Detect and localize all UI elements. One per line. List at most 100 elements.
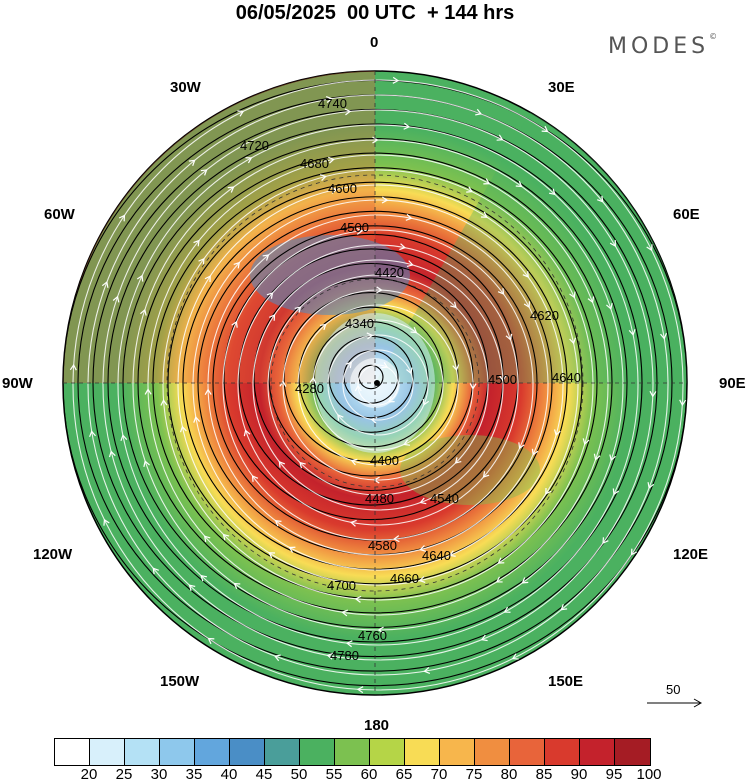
lon-label-180: 180 <box>364 717 390 734</box>
legend-tick-label: 85 <box>535 766 553 783</box>
streamline-arrowhead <box>587 296 595 304</box>
streamline-arrowhead <box>511 653 519 660</box>
streamline-arrowhead <box>233 261 241 269</box>
streamline-arrowhead <box>497 557 505 564</box>
streamline-arrowhead <box>345 361 353 369</box>
streamline-arrowhead <box>243 429 251 437</box>
streamline-arrowhead <box>483 178 491 185</box>
wind-streamline <box>117 124 639 646</box>
streamline-arrowhead <box>278 460 286 468</box>
streamline-arrowhead <box>475 108 483 116</box>
streamline-arrowhead <box>309 376 317 384</box>
streamline-arrowhead <box>268 552 276 559</box>
streamline-arrowhead <box>406 260 414 267</box>
contour-label: 4720 <box>240 138 269 153</box>
streamline-arrowhead <box>469 383 477 390</box>
streamline-arrowhead <box>521 577 529 584</box>
streamline-arrowhead <box>204 388 212 395</box>
legend-swatch <box>195 739 230 765</box>
streamline-arrowhead <box>193 239 200 247</box>
streamline-arrowhead <box>448 550 456 557</box>
streamline-arrowhead <box>193 416 201 423</box>
streamline-arrowhead <box>660 332 667 340</box>
streamline-arrowhead <box>376 286 383 294</box>
legend-tick-label: 75 <box>465 766 483 783</box>
streamline-arrowhead <box>245 157 253 164</box>
streamline-arrowhead <box>466 186 474 193</box>
streamline-arrowhead <box>140 308 147 316</box>
legend-swatch <box>125 739 160 765</box>
legend-swatch <box>300 739 335 765</box>
streamline-arrowhead <box>120 434 128 441</box>
contour-label: 4280 <box>295 381 324 396</box>
legend-tick-label: 35 <box>185 766 203 783</box>
legend-swatch <box>370 739 405 765</box>
streamline-arrowhead <box>377 626 384 634</box>
streamline-arrowhead <box>480 634 488 642</box>
reference-vector-label: 50 <box>666 682 681 697</box>
legend-swatch <box>545 739 580 765</box>
streamline-arrowhead <box>523 301 531 309</box>
streamline-arrowhead <box>337 413 344 421</box>
streamline-arrowhead <box>188 584 196 592</box>
streamline-arrowhead <box>403 439 411 446</box>
wind-streamline <box>297 304 459 466</box>
contour-labels: 4740 4720 4680 4600 4500 4420 4340 4280 4400 4480… <box>240 96 581 663</box>
streamline-arrowhead <box>152 567 159 575</box>
streamline-arrowhead <box>288 546 296 553</box>
map-title: 06/05/2025 00 UTC + 144 hrs <box>235 2 515 24</box>
streamline-arrowhead <box>200 574 208 582</box>
streamline-arrowhead <box>69 363 77 371</box>
streamline-arrowhead <box>341 609 349 617</box>
streamline-arrowhead <box>609 240 616 247</box>
streamline-arrowhead <box>612 488 620 496</box>
streamline-arrowhead <box>560 604 568 611</box>
legend-tick-label: 40 <box>220 766 238 783</box>
streamline-arrowhead <box>266 292 274 299</box>
streamline-arrowhead <box>262 254 270 261</box>
wind-streamline <box>342 349 414 421</box>
contour-label: 4740 <box>318 96 347 111</box>
streamline-arrowhead <box>569 291 576 299</box>
wind-streamline <box>162 169 594 601</box>
streamline-arrowhead <box>144 388 152 395</box>
legend-swatch <box>230 739 265 765</box>
streamline-arrowhead <box>630 548 638 556</box>
streamline-arrowhead <box>387 396 395 403</box>
streamline-arrowhead <box>628 329 636 336</box>
lon-label-90w: 90W <box>2 375 33 392</box>
wind-streamlines <box>69 76 687 694</box>
streamline-arrowhead <box>233 582 241 590</box>
streamline-arrowhead <box>410 326 418 334</box>
streamline-arrowhead <box>399 243 407 251</box>
streamline-arrowhead <box>647 482 655 490</box>
streamline-arrowhead <box>354 384 362 392</box>
streamline-arrowhead <box>118 214 126 222</box>
streamline-arrowhead <box>381 196 389 204</box>
color-legend <box>54 738 651 766</box>
contour-label: 4640 <box>422 548 451 563</box>
streamline-arrowhead <box>179 425 187 433</box>
streamline-arrowhead <box>495 576 503 583</box>
streamline-arrowhead <box>273 654 281 662</box>
streamline-arrowhead <box>207 637 215 645</box>
legend-tick-label: 90 <box>570 766 588 783</box>
streamline-arrowhead <box>381 361 389 369</box>
streamline-arrowhead <box>200 169 208 176</box>
wind-streamline <box>327 334 429 436</box>
streamline-arrowhead <box>503 606 511 613</box>
streamline-arrowhead <box>597 195 604 203</box>
streamline-arrowhead <box>372 136 379 144</box>
contour-label: 4540 <box>430 491 459 506</box>
streamline-arrowhead <box>606 302 613 310</box>
legend-tick-label: 70 <box>430 766 448 783</box>
streamline-arrowhead <box>545 487 552 495</box>
streamline-arrowhead <box>646 244 653 252</box>
streamline-arrowhead <box>480 211 488 218</box>
streamline-arrowhead <box>450 301 457 309</box>
streamline-arrowhead <box>422 398 430 406</box>
lon-label-60w: 60W <box>44 206 75 223</box>
legend-tick-label: 50 <box>290 766 308 783</box>
lon-label-120w: 120W <box>33 546 73 563</box>
